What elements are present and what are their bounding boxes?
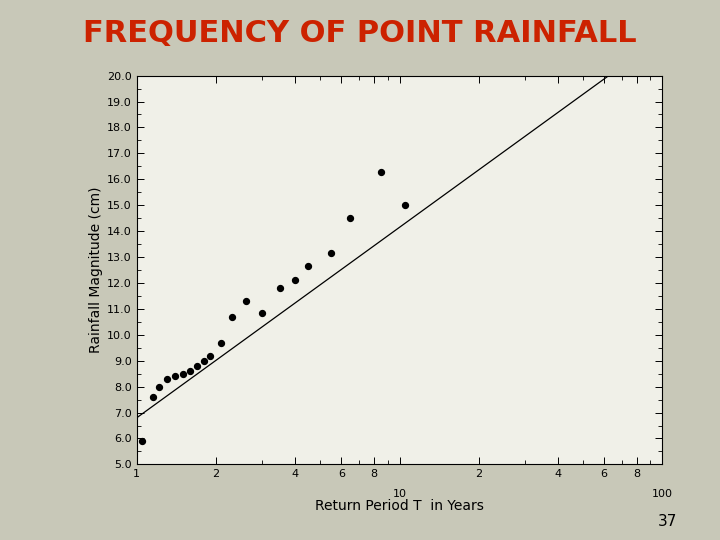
Text: 10: 10 <box>392 489 407 499</box>
Point <box>169 372 181 381</box>
Y-axis label: Rainfall Magnitude (cm): Rainfall Magnitude (cm) <box>89 187 103 353</box>
Point <box>204 351 216 360</box>
Point <box>345 214 356 222</box>
Point <box>226 312 238 321</box>
Point <box>192 362 203 370</box>
Point <box>325 249 337 258</box>
Point <box>256 308 268 317</box>
Point <box>147 393 158 401</box>
Point <box>137 437 148 445</box>
Text: FREQUENCY OF POINT RAINFALL: FREQUENCY OF POINT RAINFALL <box>84 19 636 48</box>
Point <box>216 338 228 347</box>
Point <box>177 369 189 378</box>
Text: 100: 100 <box>652 489 673 499</box>
Point <box>274 284 286 293</box>
Point <box>198 356 210 365</box>
X-axis label: Return Period T  in Years: Return Period T in Years <box>315 499 484 512</box>
Point <box>154 382 166 391</box>
Point <box>185 367 197 375</box>
Point <box>375 167 387 176</box>
Point <box>302 262 314 271</box>
Point <box>240 297 251 306</box>
Point <box>161 375 173 383</box>
Text: 37: 37 <box>657 514 677 529</box>
Point <box>289 276 301 285</box>
Point <box>400 201 411 210</box>
